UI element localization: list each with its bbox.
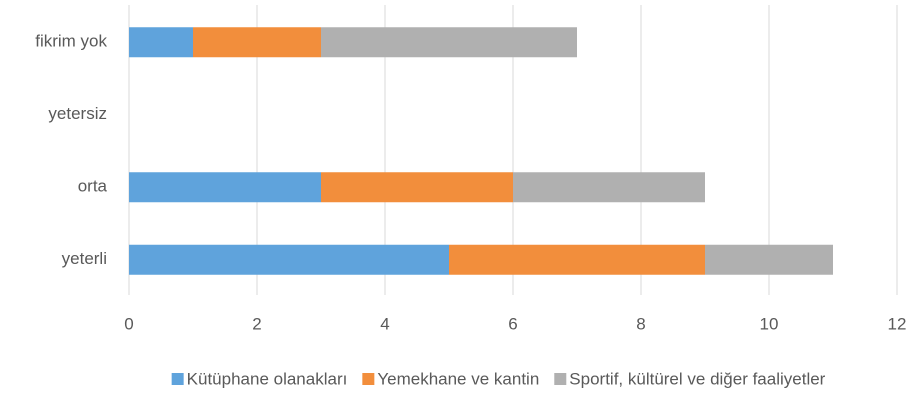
- bar-segment: [705, 244, 833, 275]
- y-tick-label: yeterli: [62, 249, 107, 268]
- bar-segment: [449, 244, 705, 275]
- bar-segment: [321, 172, 513, 203]
- bar-segment: [129, 172, 321, 203]
- bar-segment: [321, 27, 577, 58]
- x-tick-label: 12: [888, 314, 907, 333]
- legend-label: Sportif, kültürel ve diğer faaliyetler: [569, 369, 825, 388]
- x-tick-label: 10: [760, 314, 779, 333]
- bar-segment: [129, 27, 193, 58]
- legend-swatch: [554, 373, 567, 385]
- x-tick-label: 6: [508, 314, 517, 333]
- legend-swatch: [362, 373, 375, 385]
- x-tick-label: 2: [252, 314, 261, 333]
- legend-label: Kütüphane olanakları: [187, 369, 348, 388]
- bar-segment: [193, 27, 321, 58]
- x-tick-label: 4: [380, 314, 389, 333]
- y-tick-label: fikrim yok: [35, 32, 107, 51]
- bar-segment: [129, 244, 449, 275]
- bar-segment: [513, 172, 705, 203]
- legend-swatch: [171, 373, 184, 385]
- x-tick-label: 0: [124, 314, 133, 333]
- legend-label: Yemekhane ve kantin: [377, 369, 539, 388]
- x-tick-label: 8: [636, 314, 645, 333]
- y-tick-label: orta: [78, 177, 108, 196]
- y-tick-label: yetersiz: [48, 104, 107, 123]
